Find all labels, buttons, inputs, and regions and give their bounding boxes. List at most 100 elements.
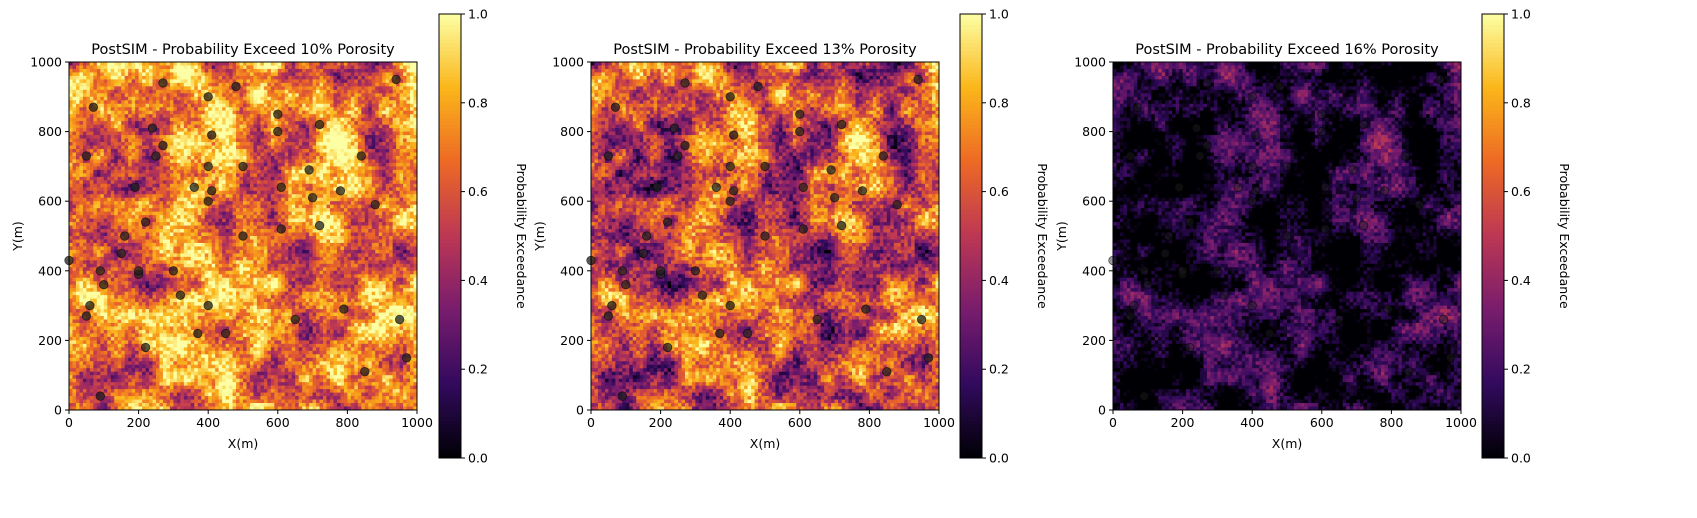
heatmap-cell [166, 159, 170, 163]
heatmap-cell [177, 114, 181, 118]
heatmap-cell [90, 135, 94, 139]
heatmap-cell [146, 104, 150, 108]
heatmap-cell [358, 107, 362, 111]
heatmap-cell [271, 118, 275, 122]
heatmap-cell [173, 173, 177, 177]
heatmap-cell [347, 156, 351, 160]
heatmap-cell [208, 114, 212, 118]
heatmap-cell [393, 149, 397, 153]
heatmap-cell [292, 86, 296, 90]
heatmap-cell [194, 83, 198, 87]
heatmap-cell [358, 128, 362, 132]
heatmap-cell [327, 121, 331, 125]
heatmap-cell [361, 79, 365, 83]
heatmap-cell [361, 170, 365, 174]
heatmap-cell [347, 79, 351, 83]
heatmap-cell [302, 90, 306, 94]
heatmap-cell [173, 149, 177, 153]
heatmap-cell [90, 118, 94, 122]
heatmap-cell [299, 125, 303, 129]
heatmap-cell [180, 97, 184, 101]
heatmap-cell [166, 121, 170, 125]
heatmap-cell [281, 156, 285, 160]
heatmap-cell [260, 107, 264, 111]
heatmap-cell [114, 173, 118, 177]
heatmap-cell [240, 104, 244, 108]
heatmap-cell [299, 86, 303, 90]
heatmap-cell [226, 159, 230, 163]
heatmap-cell [90, 159, 94, 163]
heatmap-cell [128, 128, 132, 132]
heatmap-cell [233, 152, 237, 156]
heatmap-cell [288, 159, 292, 163]
heatmap-cell [330, 93, 334, 97]
heatmap-cell [351, 156, 355, 160]
heatmap-cell [132, 65, 136, 69]
heatmap-cell [372, 118, 376, 122]
heatmap-cell [184, 159, 188, 163]
heatmap-cell [240, 139, 244, 143]
heatmap-cell [156, 69, 160, 73]
heatmap-cell [153, 97, 157, 101]
heatmap-cell [327, 125, 331, 129]
heatmap-cell [313, 152, 317, 156]
heatmap-cell [372, 152, 376, 156]
heatmap-cell [93, 135, 97, 139]
heatmap-cell [410, 149, 414, 153]
heatmap-cell [281, 170, 285, 174]
heatmap-cell [354, 90, 358, 94]
heatmap-cell [267, 86, 271, 90]
heatmap-cell [323, 139, 327, 143]
heatmap-cell [271, 90, 275, 94]
heatmap-cell [236, 170, 240, 174]
heatmap-cell [340, 107, 344, 111]
heatmap-cell [274, 173, 278, 177]
heatmap-cell [253, 62, 257, 66]
heatmap-cell [146, 100, 150, 104]
heatmap-cell [212, 170, 216, 174]
heatmap-cell [306, 104, 310, 108]
heatmap-cell [361, 107, 365, 111]
heatmap-cell [111, 135, 115, 139]
heatmap-cell [393, 156, 397, 160]
heatmap-cell [97, 135, 101, 139]
heatmap-cell [139, 107, 143, 111]
heatmap-cell [226, 69, 230, 73]
heatmap-cell [90, 128, 94, 132]
heatmap-cell [76, 107, 80, 111]
heatmap-cell [222, 128, 226, 132]
heatmap-cell [358, 83, 362, 87]
heatmap-cell [327, 104, 331, 108]
heatmap-cell [170, 65, 174, 69]
heatmap-cell [149, 166, 153, 170]
heatmap-cell [410, 72, 414, 76]
heatmap-cell [118, 104, 122, 108]
heatmap-cell [139, 100, 143, 104]
heatmap-cell [292, 76, 296, 80]
heatmap-cell [159, 128, 163, 132]
heatmap-cell [396, 100, 400, 104]
heatmap-cell [333, 142, 337, 146]
heatmap-cell [233, 159, 237, 163]
heatmap-cell [76, 139, 80, 143]
heatmap-cell [375, 152, 379, 156]
heatmap-cell [285, 170, 289, 174]
heatmap-cell [246, 107, 250, 111]
heatmap-cell [76, 86, 80, 90]
heatmap-cell [246, 100, 250, 104]
heatmap-cell [76, 128, 80, 132]
heatmap-cell [299, 163, 303, 167]
heatmap-cell [271, 72, 275, 76]
heatmap-cell [396, 86, 400, 90]
heatmap-cell [379, 111, 383, 115]
heatmap-cell [323, 114, 327, 118]
heatmap-cell [361, 111, 365, 115]
heatmap-cell [330, 76, 334, 80]
heatmap-cell [271, 152, 275, 156]
heatmap-cell [118, 159, 122, 163]
heatmap-cell [410, 107, 414, 111]
heatmap-cell [354, 173, 358, 177]
heatmap-cell [309, 132, 313, 136]
heatmap-cell [264, 65, 268, 69]
heatmap-cell [358, 65, 362, 69]
